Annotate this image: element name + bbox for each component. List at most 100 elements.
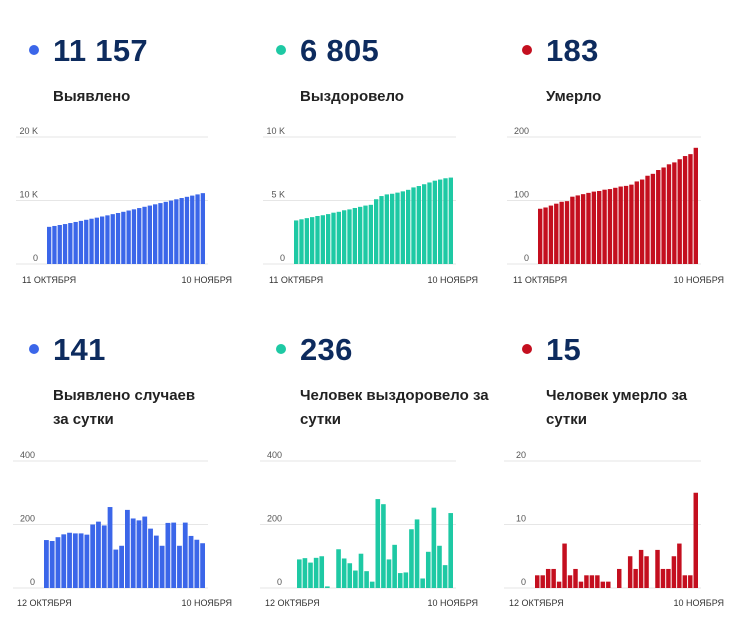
bar — [368, 204, 373, 264]
bar — [171, 522, 177, 588]
bar — [163, 201, 168, 264]
y-tick-label: 10 — [516, 514, 526, 524]
bar — [319, 556, 325, 588]
x-label-start: 12 ОКТЯБРЯ — [265, 598, 320, 608]
bar — [442, 565, 448, 588]
bar — [125, 509, 130, 588]
bar — [602, 189, 607, 264]
bar — [147, 205, 152, 264]
bar — [331, 212, 336, 264]
bar — [184, 196, 190, 264]
bar — [72, 533, 78, 588]
bar — [342, 210, 347, 264]
y-tick-label: 10 K — [19, 190, 38, 200]
bar — [422, 184, 427, 264]
bar — [575, 195, 580, 264]
y-tick-label: 200 — [514, 126, 529, 136]
bar — [688, 154, 693, 264]
bar — [623, 185, 629, 264]
y-tick-label: 5 K — [271, 190, 285, 200]
teal-dot-icon — [276, 45, 286, 55]
bar — [633, 568, 638, 588]
y-tick-label: 0 — [30, 577, 35, 587]
chart-died-total: 0 100 200 11 ОКТЯБРЯ 10 НОЯБРЯ — [507, 126, 724, 285]
bar — [165, 522, 171, 588]
bar — [200, 543, 205, 588]
bar — [606, 581, 611, 588]
bar — [200, 193, 205, 264]
bar — [188, 535, 194, 588]
bar — [427, 182, 432, 264]
bar — [381, 504, 386, 588]
bar — [194, 539, 200, 588]
bar — [379, 196, 384, 264]
bar — [62, 224, 68, 264]
bar — [390, 193, 395, 264]
bar — [78, 220, 84, 264]
blue-dot-icon — [29, 45, 39, 55]
bar — [639, 179, 645, 264]
bar — [411, 187, 416, 264]
bar — [589, 575, 595, 588]
bar — [584, 575, 589, 588]
bar — [591, 191, 597, 264]
bar — [142, 516, 148, 588]
y-tick-label: 20 — [516, 450, 526, 460]
bar — [666, 568, 671, 588]
bar — [403, 572, 409, 588]
bar — [130, 518, 136, 588]
bar — [179, 198, 184, 264]
bar — [661, 167, 666, 264]
bar — [110, 214, 115, 264]
bar — [564, 201, 570, 264]
x-label-end: 10 НОЯБРЯ — [181, 598, 232, 608]
bar — [326, 214, 331, 264]
bar — [448, 177, 453, 264]
stat-label: Выявлено случаев за сутки — [53, 387, 196, 428]
bar — [556, 581, 562, 588]
bar — [347, 563, 353, 588]
bar — [406, 189, 411, 264]
bar — [159, 545, 165, 588]
bar — [607, 189, 613, 264]
bar — [57, 225, 62, 264]
bar — [347, 209, 352, 264]
bar — [545, 568, 551, 588]
chart-recovered-total: 0 5 K 10 K 11 ОКТЯБРЯ 10 НОЯБРЯ — [263, 126, 478, 285]
bar — [559, 201, 564, 264]
bar — [645, 175, 650, 264]
bar — [573, 568, 578, 588]
bar — [554, 203, 559, 264]
bar — [638, 549, 644, 588]
y-tick-label: 0 — [280, 253, 285, 263]
x-label-start: 12 ОКТЯБРЯ — [17, 598, 72, 608]
bar — [47, 226, 52, 264]
y-tick-label: 200 — [20, 514, 35, 524]
bar — [540, 575, 545, 588]
bar — [195, 194, 200, 264]
bar — [353, 570, 358, 588]
bar — [543, 207, 548, 264]
bar — [101, 525, 107, 588]
stat-value: 141 — [53, 332, 106, 367]
stat-label: Умерло — [546, 88, 602, 105]
bar — [310, 217, 315, 264]
bar — [644, 556, 649, 588]
bar — [693, 492, 698, 588]
bar — [299, 219, 304, 264]
bar — [369, 581, 375, 588]
bar — [580, 194, 586, 264]
bar — [570, 196, 575, 264]
bar — [586, 192, 591, 264]
bar — [336, 211, 341, 264]
bar — [352, 207, 357, 264]
bar — [84, 219, 89, 264]
bar — [688, 575, 693, 588]
bar — [535, 575, 540, 588]
chart-recovered-daily: 0 200 400 12 ОКТЯБРЯ 10 НОЯБРЯ — [260, 450, 478, 608]
stat-label: Выявлено — [53, 88, 131, 105]
bar — [174, 199, 179, 264]
bar — [315, 215, 320, 264]
bar — [629, 184, 634, 265]
